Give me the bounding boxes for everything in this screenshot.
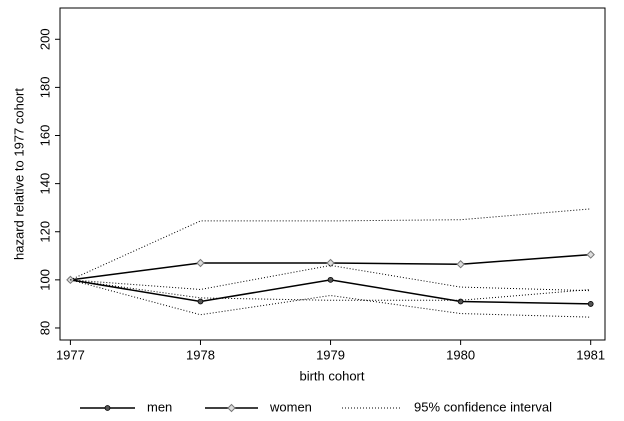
y-axis-label: hazard relative to 1977 cohort — [11, 88, 26, 260]
x-tick-label: 1980 — [446, 347, 475, 362]
legend-label: women — [269, 399, 312, 414]
point — [196, 258, 205, 268]
y-tick-label: 80 — [37, 321, 52, 335]
plot-frame — [59, 7, 606, 341]
series-line — [70, 253, 591, 281]
ci-line — [70, 279, 591, 301]
x-tick-label: 1981 — [576, 347, 605, 362]
x-tick-label: 1978 — [186, 347, 215, 362]
y-tick-label: 140 — [37, 173, 52, 195]
y-tick-label: 180 — [37, 77, 52, 99]
legend-marker — [227, 403, 236, 413]
point — [456, 260, 465, 269]
legend-label: 95% confidence interval — [414, 399, 552, 414]
y-tick-label: 100 — [37, 269, 52, 291]
point — [587, 301, 594, 307]
y-tick-label: 200 — [37, 28, 52, 50]
point — [197, 298, 204, 305]
point — [586, 250, 595, 259]
x-tick-label: 1977 — [56, 347, 85, 362]
point — [326, 258, 335, 268]
point — [327, 276, 334, 283]
y-tick-label: 160 — [37, 125, 52, 147]
x-axis-label: birth cohort — [299, 368, 364, 383]
legend-label: men — [147, 399, 172, 414]
y-tick-label: 120 — [37, 221, 52, 243]
x-tick-label: 1979 — [316, 347, 345, 362]
legend-marker — [104, 405, 111, 411]
